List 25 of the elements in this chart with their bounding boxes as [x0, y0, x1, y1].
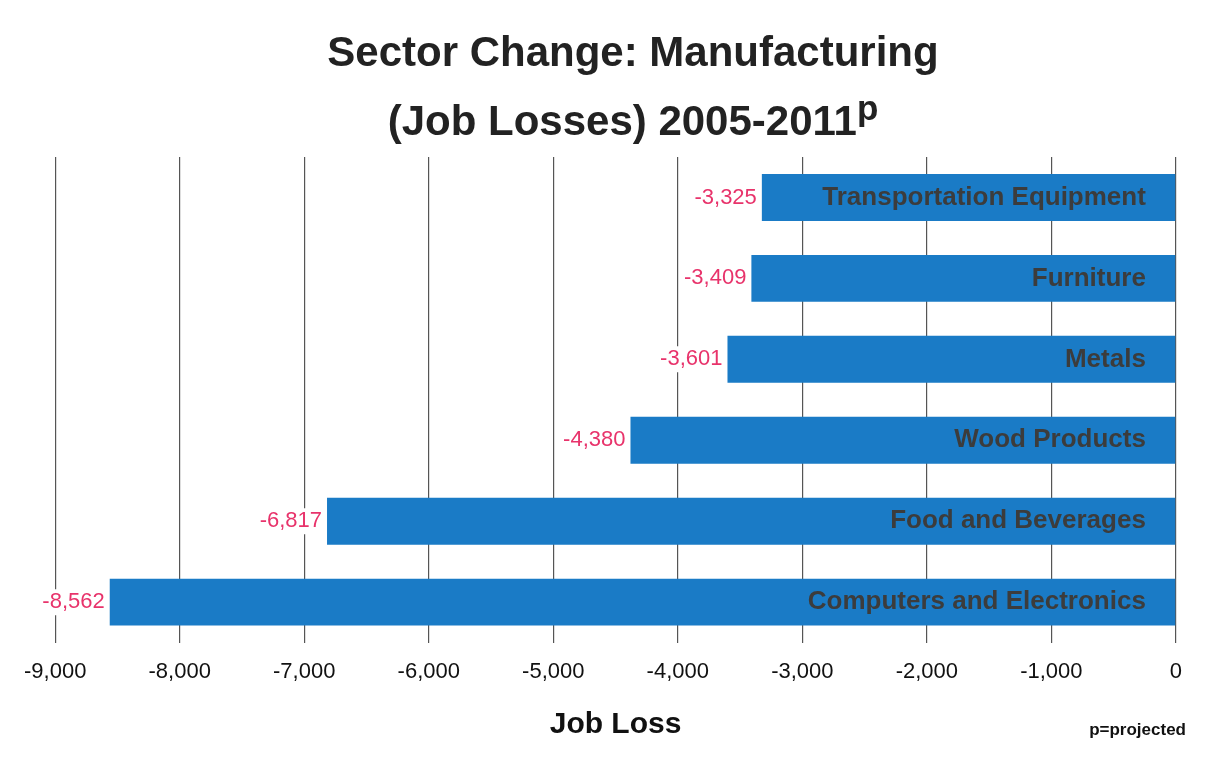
- y-tick-label: Computers and Electronics: [807, 585, 1146, 616]
- x-tick-label: -8,000: [148, 657, 211, 683]
- y-tick-label: Wood Products: [954, 423, 1146, 454]
- y-tick-label: Furniture: [1031, 261, 1146, 292]
- chart-title: Sector Change: Manufacturing (Job Losses) 2005-2011$^{p}$: [326, 27, 940, 146]
- text: p=projected: [1089, 720, 1186, 740]
- x-tick-label: -5,000: [522, 657, 585, 683]
- x-tick-label: -6,000: [397, 657, 460, 683]
- x-tick-label: 0: [1169, 657, 1183, 683]
- data-label: -3,601: [660, 345, 723, 371]
- x-tick-label: -4,000: [646, 657, 709, 683]
- x-axis-title: Job Loss: [549, 706, 682, 740]
- y-tick-label: Transportation Equipment: [822, 180, 1147, 211]
- x-tick-label: -1,000: [1020, 657, 1083, 683]
- x-tick-label: -3,000: [771, 657, 834, 683]
- data-label: -3,409: [684, 264, 747, 290]
- data-label: -6,817: [259, 507, 323, 533]
- data-label: -8,562: [42, 588, 105, 614]
- x-tick-label: -7,000: [273, 657, 336, 683]
- data-label: -4,380: [563, 426, 626, 452]
- data-label: -3,325: [694, 183, 757, 209]
- y-tick-label: Metals: [1064, 342, 1146, 373]
- x-tick-label: -2,000: [895, 657, 959, 683]
- y-tick-label: Food and Beverages: [890, 504, 1146, 535]
- x-tick-label: -9,000: [23, 657, 87, 683]
